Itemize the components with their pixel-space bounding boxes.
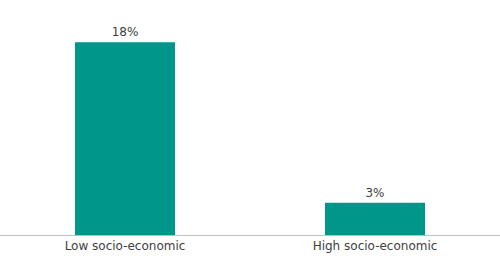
svg-text:3%: 3% (365, 186, 384, 200)
svg-text:18%: 18% (112, 25, 139, 39)
svg-text:Low socio-economic: Low socio-economic (65, 239, 186, 253)
svg-text:High socio-economic: High socio-economic (313, 239, 438, 253)
